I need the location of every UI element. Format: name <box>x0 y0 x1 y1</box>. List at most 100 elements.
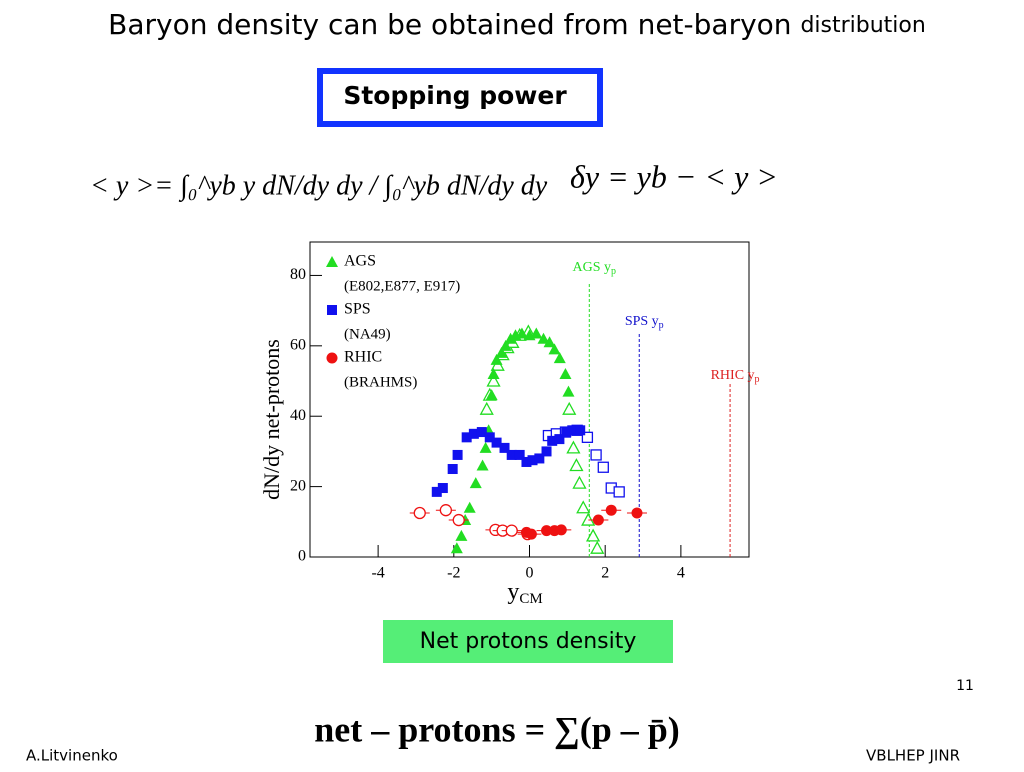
legend-marker <box>326 352 338 364</box>
point <box>631 507 643 519</box>
point <box>490 353 503 365</box>
point <box>553 352 566 364</box>
point <box>476 427 487 438</box>
point <box>491 437 502 448</box>
point <box>605 504 617 516</box>
point <box>505 524 518 537</box>
point <box>499 339 512 351</box>
x-axis-label-main: y <box>507 579 519 605</box>
point <box>486 373 501 387</box>
legend-note: (NA49) <box>344 326 391 342</box>
formula-mean: < y >= ∫₀^yb y dN/dy dy / ∫₀^yb dN/dy dy <box>90 170 548 202</box>
marker-label-main: SPS y <box>625 314 659 329</box>
point <box>576 500 591 514</box>
x-tick-label: -2 <box>447 565 460 582</box>
point <box>514 449 525 460</box>
x-axis-label-sub: CM <box>519 591 542 607</box>
point <box>597 461 609 473</box>
point <box>590 449 602 461</box>
marker-label-main: RHIC y <box>711 368 755 383</box>
author: A.Litvinenko <box>26 747 118 765</box>
point <box>469 477 482 489</box>
badge-bg <box>323 74 597 121</box>
point <box>543 336 556 348</box>
y-tick-label: 80 <box>290 266 306 283</box>
point <box>575 425 586 436</box>
legend-note: (E802,E877, E917) <box>344 278 460 294</box>
slide-title: Baryon density can be obtained from net-… <box>108 8 926 41</box>
caption: Net protons density <box>420 629 637 654</box>
x-tick-label: -4 <box>371 565 384 582</box>
point <box>555 524 567 536</box>
point <box>567 425 578 436</box>
marker-label: SPS yp <box>625 314 664 331</box>
point <box>452 513 465 527</box>
legend-label: RHIC <box>344 349 382 366</box>
point <box>534 453 545 464</box>
point <box>590 540 605 554</box>
legend-label: AGS <box>344 253 376 270</box>
point <box>439 504 453 517</box>
point <box>499 442 510 453</box>
badge-text: Stopping power <box>343 81 567 110</box>
caption-bg <box>383 620 673 663</box>
marker-label-sub: p <box>611 266 616 277</box>
point <box>485 389 498 401</box>
point <box>548 343 561 355</box>
point <box>569 458 584 472</box>
x-axis-label: yCM <box>507 579 542 608</box>
net-formula: net – protons = ∑(p – p̄) <box>314 709 680 749</box>
point <box>463 501 476 513</box>
point <box>537 332 550 344</box>
point <box>562 401 577 415</box>
x-tick-label: 4 <box>677 565 685 582</box>
point <box>525 528 537 540</box>
y-tick-label: 20 <box>290 477 306 494</box>
point <box>559 367 572 379</box>
point <box>585 528 601 542</box>
point <box>468 428 479 439</box>
point <box>530 327 543 339</box>
point <box>487 367 500 379</box>
point <box>504 332 517 344</box>
point <box>461 432 472 443</box>
point <box>561 427 572 438</box>
point <box>592 514 604 526</box>
point <box>562 385 575 397</box>
page-number: 11 <box>956 678 974 694</box>
marker-label: AGS yp <box>573 260 617 277</box>
x-tick-label: 0 <box>526 565 534 582</box>
point <box>431 486 442 497</box>
point <box>413 506 426 520</box>
point <box>479 401 494 415</box>
point <box>450 542 463 554</box>
formula-delta: δy = yb − < y > <box>570 158 778 194</box>
point <box>452 449 463 460</box>
point <box>515 327 528 339</box>
y-tick-label: 60 <box>290 336 306 353</box>
point <box>479 441 492 453</box>
institute: VBLHEP JINR <box>866 747 960 765</box>
legend-label: SPS <box>344 301 371 318</box>
x-tick-label: 2 <box>601 565 609 582</box>
point <box>521 456 532 467</box>
legend-note: (BRAHMS) <box>344 374 417 390</box>
marker-label-main: AGS y <box>573 260 612 275</box>
point <box>566 440 581 454</box>
point <box>476 459 489 471</box>
marker-label-sub: p <box>659 320 664 331</box>
point <box>455 529 468 541</box>
y-tick-label: 0 <box>298 548 306 565</box>
legend-marker <box>327 305 337 315</box>
point <box>581 431 594 443</box>
point <box>541 446 552 457</box>
y-axis-label: dN/dy net-protons <box>259 339 284 500</box>
point <box>447 464 458 475</box>
marker-label: RHIC yp <box>711 368 760 385</box>
point <box>572 475 587 489</box>
legend-marker <box>326 256 338 267</box>
point <box>437 483 448 494</box>
y-tick-label: 40 <box>290 407 306 424</box>
